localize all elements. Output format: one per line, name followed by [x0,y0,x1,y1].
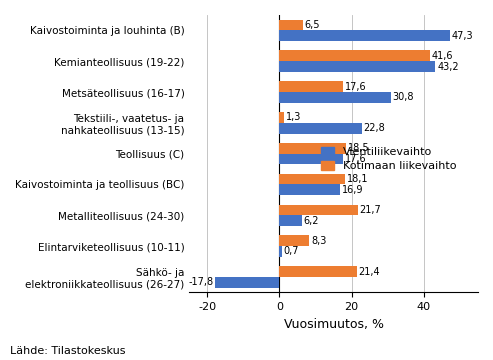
Text: 6,2: 6,2 [304,216,319,226]
Text: 22,8: 22,8 [363,123,386,133]
Bar [280,174,345,184]
Bar [280,92,390,103]
Text: 1,3: 1,3 [286,112,301,122]
Text: 18,1: 18,1 [347,174,368,184]
Bar [280,123,362,134]
Text: 0,7: 0,7 [284,247,299,256]
Legend: Vientiliikevaihto, Kotimaan liikevaihto: Vientiliikevaihto, Kotimaan liikevaihto [316,143,460,176]
Text: 21,4: 21,4 [358,266,380,276]
Text: 16,9: 16,9 [342,185,364,195]
Bar [280,184,341,195]
Text: 8,3: 8,3 [311,236,327,246]
Bar [280,81,343,92]
Bar [280,50,429,61]
Bar [280,246,282,257]
Text: 17,6: 17,6 [345,154,366,164]
Text: Lähde: Tilastokeskus: Lähde: Tilastokeskus [10,346,125,356]
Text: 47,3: 47,3 [452,31,474,41]
Bar [280,266,357,277]
Bar [280,112,284,123]
Text: 43,2: 43,2 [437,62,459,72]
Text: -17,8: -17,8 [188,277,213,287]
Text: 41,6: 41,6 [431,51,453,61]
Text: 21,7: 21,7 [359,205,382,215]
Bar [280,235,310,246]
Bar [280,215,302,226]
Bar [280,204,358,215]
Bar [280,20,303,30]
X-axis label: Vuosimuutos, %: Vuosimuutos, % [283,318,384,330]
Text: 6,5: 6,5 [305,20,320,30]
Bar [280,30,450,41]
Bar [280,154,343,165]
Bar [280,143,346,154]
Text: 17,6: 17,6 [345,82,366,92]
Bar [280,61,435,72]
Bar [215,277,280,288]
Text: 30,8: 30,8 [392,93,414,103]
Text: 18,5: 18,5 [348,143,370,153]
